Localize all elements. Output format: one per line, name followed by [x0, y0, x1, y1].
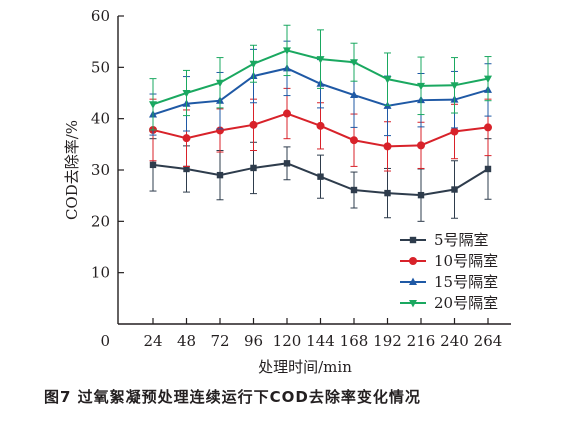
data-point [450, 127, 459, 136]
legend-marker [409, 257, 417, 265]
x-tick-label: 120 [273, 332, 302, 350]
legend: 5号隔室 10号隔室 15号隔室 20号隔室 [400, 231, 498, 312]
x-tick-label: 264 [474, 332, 503, 350]
cod-removal-line-chart: 10 20 30 40 50 60 0 24 48 72 96 120 144 168 192 216 240… [63, 7, 511, 376]
legend-label: 15号隔室 [434, 273, 498, 291]
data-point [484, 165, 492, 173]
data-point [316, 56, 325, 64]
legend-item: 5号隔室 [400, 231, 489, 249]
data-point [149, 101, 157, 109]
legend-label: 20号隔室 [434, 294, 498, 312]
y-tick-label: 50 [91, 58, 110, 76]
data-point [350, 90, 358, 99]
data-point [283, 109, 291, 118]
data-point [383, 142, 392, 151]
data-point [182, 90, 191, 98]
data-point [182, 134, 191, 143]
data-point [484, 123, 492, 132]
data-point [350, 59, 358, 67]
x-tick-label: 168 [340, 332, 369, 350]
data-point [283, 47, 291, 55]
x-tick-label: 192 [373, 332, 402, 350]
y-tick-label: 60 [91, 7, 110, 25]
x-tick-label: 240 [440, 332, 469, 350]
series-layer [149, 24, 492, 222]
series-1 [149, 138, 492, 222]
data-point [250, 164, 257, 172]
y-axis: 10 20 30 40 50 60 0 [91, 7, 124, 350]
data-point [417, 82, 425, 91]
data-point [317, 173, 324, 180]
figure-caption: 图7 过氧絮凝预处理连续运行下COD去除率变化情况 [44, 388, 421, 406]
legend-item: 10号隔室 [400, 252, 498, 270]
legend-marker [409, 300, 417, 308]
legend-label: 10号隔室 [434, 252, 498, 270]
data-point [283, 160, 291, 167]
data-point [183, 165, 190, 173]
data-point [249, 120, 258, 129]
data-point [216, 171, 224, 179]
x-axis-label: 处理时间/min [258, 358, 352, 376]
x-tick-label: 72 [210, 332, 229, 350]
data-point [350, 136, 358, 145]
y-tick-label: 40 [91, 110, 110, 128]
x-tick-label: 48 [177, 332, 196, 350]
legend-item: 15号隔室 [400, 273, 498, 291]
y-axis-label: COD去除率/% [63, 120, 81, 220]
x-axis: 24 48 72 96 120 144 168 192 216 240 264 [143, 318, 502, 350]
data-point [350, 186, 358, 194]
origin-label: 0 [100, 332, 110, 350]
data-point [216, 79, 224, 88]
x-tick-label: 144 [306, 332, 335, 350]
x-tick-label: 96 [244, 332, 263, 350]
y-tick-label: 30 [91, 161, 110, 179]
data-point [451, 186, 458, 193]
data-point [149, 161, 157, 169]
x-tick-label: 24 [143, 332, 162, 350]
y-tick-label: 20 [91, 212, 110, 230]
legend-label: 5号隔室 [434, 231, 489, 249]
data-point [249, 60, 258, 69]
x-tick-label: 216 [407, 332, 436, 350]
data-point [450, 82, 459, 90]
legend-marker [409, 277, 417, 285]
data-point [316, 121, 325, 130]
data-point [384, 189, 391, 197]
y-tick-label: 10 [91, 264, 110, 282]
legend-marker [409, 236, 417, 244]
data-point [417, 191, 425, 199]
data-point [417, 141, 425, 150]
series-4 [149, 24, 492, 131]
legend-item: 20号隔室 [400, 294, 498, 312]
data-point [383, 76, 392, 84]
data-point [484, 75, 492, 84]
